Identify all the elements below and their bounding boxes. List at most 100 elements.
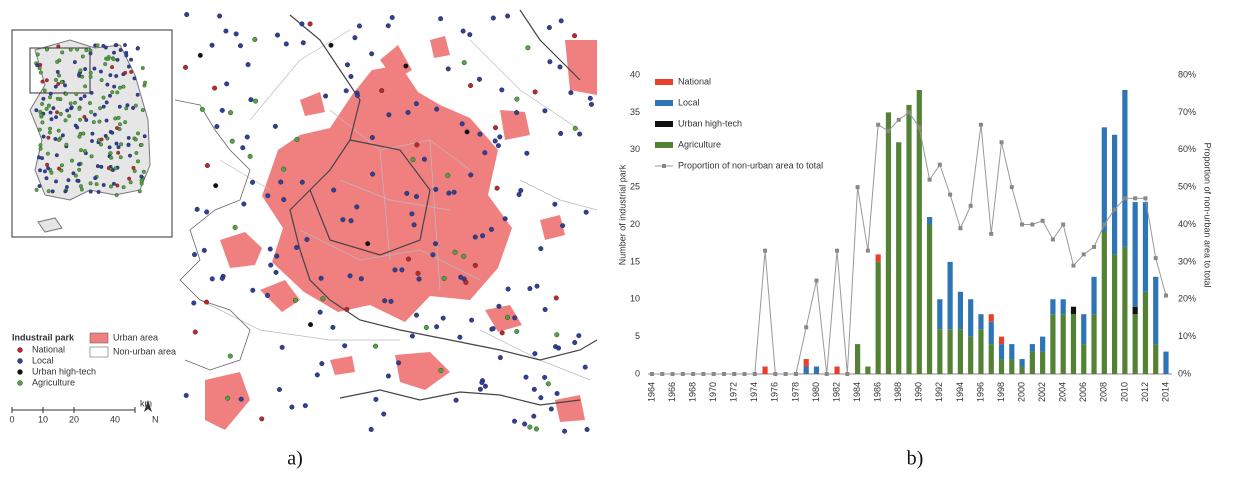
map-dot [527, 424, 533, 430]
scale-label: 10 [38, 414, 48, 424]
line-marker [721, 372, 726, 376]
scale-label: 40 [110, 414, 120, 424]
line-marker [742, 372, 747, 376]
map-dot [512, 418, 518, 424]
map-dot [379, 88, 385, 94]
inset-dot [55, 110, 59, 115]
map-dot [245, 62, 251, 68]
map-dot [386, 112, 392, 118]
inset-dot [89, 90, 94, 95]
bar-segment [896, 142, 902, 374]
bar-segment [875, 261, 881, 374]
inset-dot [134, 151, 139, 155]
line-marker [968, 203, 973, 208]
map-dot [576, 333, 582, 339]
map-dot [472, 234, 478, 240]
line-marker [999, 140, 1004, 145]
map-dot [292, 297, 298, 303]
y-tick-label: 10 [630, 294, 640, 304]
y2-tick-label: 50% [1178, 182, 1196, 192]
inset-focus-box [29, 47, 91, 94]
map-dot [548, 406, 554, 412]
y-tick-label: 15 [630, 256, 640, 266]
map-dot [409, 333, 415, 339]
line-marker [855, 185, 860, 190]
inset-dot [113, 116, 118, 121]
y2-tick-label: 70% [1178, 107, 1196, 117]
map-dot [352, 35, 358, 41]
bar-segment [1019, 366, 1025, 374]
line-marker [1071, 263, 1076, 268]
map-dot [545, 381, 551, 387]
map-dot [461, 60, 467, 66]
inset-dot [101, 95, 106, 100]
map-dot [468, 172, 474, 178]
inset-dot [133, 103, 138, 108]
coastline [174, 99, 251, 371]
y2-tick-label: 40% [1178, 219, 1196, 229]
inset-dot [46, 103, 51, 108]
map-dot [525, 45, 531, 51]
caption: a) [287, 448, 303, 470]
map-dot [477, 131, 483, 137]
caption: b) [907, 448, 924, 470]
map-dot [299, 179, 305, 185]
inset-dot [38, 168, 43, 173]
map-dot [409, 211, 415, 217]
inset-dot [89, 154, 94, 159]
map-dot [373, 343, 379, 349]
inset-dot [126, 143, 131, 148]
map-dot [317, 309, 323, 315]
map-dot [464, 129, 470, 135]
map-dot [405, 109, 411, 115]
inset-dot [40, 79, 45, 84]
inset-dot [135, 92, 140, 97]
inset-dot [115, 126, 119, 131]
inset-dot [38, 70, 43, 75]
map-dot [534, 283, 540, 289]
map-dot [538, 395, 544, 401]
map-dot [348, 74, 354, 80]
y-tick-label: 25 [630, 182, 640, 192]
map-dot [445, 66, 451, 72]
map-dot [229, 138, 235, 144]
bar-segment [926, 224, 933, 374]
legend-label: Agriculture [678, 139, 721, 149]
line-marker [1153, 256, 1158, 261]
bar-segment [865, 366, 871, 374]
line-marker [896, 117, 901, 122]
inset-dot [116, 150, 121, 155]
map-dot [572, 33, 578, 39]
bar-segment [1142, 291, 1149, 374]
map-dot [415, 270, 421, 276]
legend-swatch [655, 100, 673, 106]
inset-dot [129, 57, 134, 62]
line-marker [804, 325, 809, 330]
scale-label: 0 [9, 414, 14, 424]
inset-dot [79, 187, 84, 192]
map-dot [389, 15, 395, 21]
line-marker [989, 231, 994, 236]
map-dot [560, 223, 566, 229]
map-dot [244, 134, 250, 140]
inset-dot [40, 120, 45, 125]
bar-segment [1070, 306, 1077, 315]
map-dot [583, 209, 589, 215]
map-dot [495, 143, 501, 149]
map-dot [370, 171, 376, 177]
inset-dot [115, 90, 120, 95]
map-dot [279, 344, 285, 350]
inset-dot [87, 101, 92, 106]
inset-dot [98, 106, 103, 111]
line-marker [937, 162, 942, 167]
line-marker [1061, 222, 1066, 227]
map-dot [192, 252, 198, 258]
urban-areas [205, 36, 597, 430]
map-dot [385, 23, 391, 29]
inset-dot [123, 120, 128, 125]
map-dot [488, 226, 494, 232]
map-dot [542, 374, 548, 380]
x-tick-label: 1974 [749, 382, 759, 402]
inset-dot [93, 176, 98, 181]
map-dot [228, 110, 234, 116]
